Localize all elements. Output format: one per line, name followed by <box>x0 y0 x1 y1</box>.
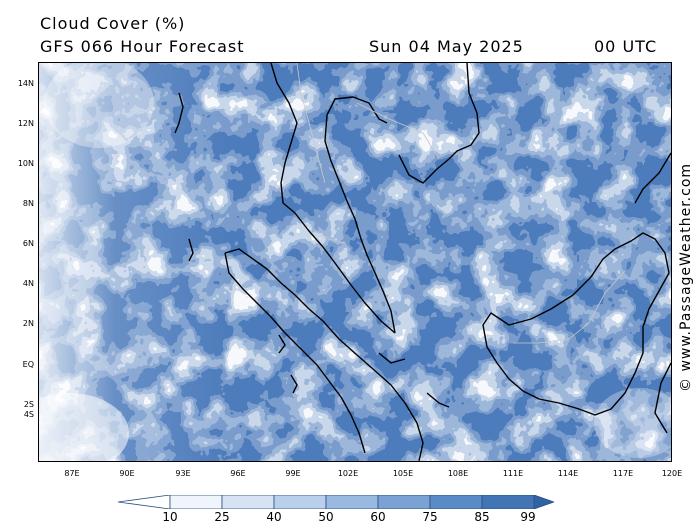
colorbar-low-arrow <box>118 495 171 509</box>
watermark: © www.PassageWeather.com <box>678 162 694 392</box>
coastlines <box>174 63 671 461</box>
lat-label: 4N <box>22 279 34 288</box>
colorbar-label: 40 <box>266 510 282 524</box>
colorbar-label: 75 <box>422 510 438 524</box>
colorbar-label: 10 <box>162 510 178 524</box>
cloud-cover-map <box>38 62 672 462</box>
colorbar-label: 60 <box>370 510 386 524</box>
colorbar-segment <box>325 495 379 509</box>
lat-label: 2S <box>23 400 34 409</box>
lon-label: 96E <box>230 469 246 478</box>
map-canvas <box>39 63 671 461</box>
lat-label: 6N <box>22 239 34 248</box>
forecast-subtitle: GFS 066 Hour Forecast <box>40 37 245 56</box>
lat-label: 4S <box>23 410 34 419</box>
lat-label: 14N <box>17 79 34 88</box>
colorbar-segment <box>481 495 535 509</box>
forecast-time: 00 UTC <box>594 37 658 56</box>
lon-label: 102E <box>337 469 359 478</box>
lon-label: 117E <box>612 469 634 478</box>
colorbar-label: 99 <box>520 510 536 524</box>
lat-label: 12N <box>17 119 34 128</box>
lon-label: 105E <box>392 469 414 478</box>
colorbar-high-arrow <box>533 495 554 509</box>
colorbar <box>118 495 554 509</box>
forecast-date: Sun 04 May 2025 <box>369 37 524 56</box>
lat-label: EQ <box>22 360 34 369</box>
lon-label: 93E <box>175 469 191 478</box>
lon-label: 90E <box>119 469 135 478</box>
colorbar-segment <box>221 495 275 509</box>
borders <box>296 63 626 344</box>
colorbar-label: 50 <box>318 510 334 524</box>
lat-label: 8N <box>22 199 34 208</box>
lon-label: 111E <box>502 469 524 478</box>
cloud-left-bright <box>39 63 671 461</box>
map-title: Cloud Cover (%) <box>40 14 186 33</box>
lon-label: 120E <box>661 469 683 478</box>
lon-label: 108E <box>447 469 469 478</box>
lon-label: 114E <box>557 469 579 478</box>
colorbar-label: 25 <box>214 510 230 524</box>
colorbar-segment <box>169 495 223 509</box>
colorbar-segment <box>273 495 327 509</box>
colorbar-segment <box>429 495 483 509</box>
cloud-patch-nw <box>44 63 154 148</box>
lat-label: 10N <box>17 159 34 168</box>
lon-label: 99E <box>285 469 301 478</box>
colorbar-label: 85 <box>474 510 490 524</box>
cloud-patch-sw <box>39 393 129 461</box>
lon-label: 87E <box>64 469 80 478</box>
lat-label: 2N <box>22 319 34 328</box>
colorbar-segment <box>377 495 431 509</box>
